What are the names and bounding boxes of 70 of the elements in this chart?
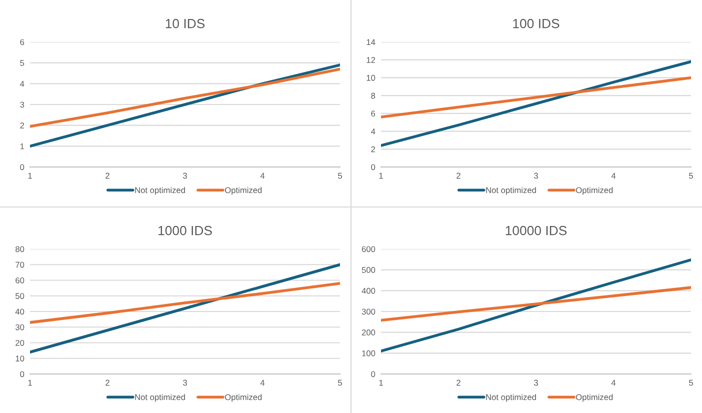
y-tick-label: 80 <box>16 246 24 252</box>
x-tick-label: 5 <box>338 380 342 386</box>
y-tick-label: 100 <box>362 350 376 356</box>
y-tick-label: 500 <box>362 267 376 273</box>
y-tick-label: 2 <box>371 146 376 152</box>
y-tick-label: 0 <box>371 164 376 170</box>
legend-label: Not optimized <box>135 394 185 402</box>
legend-label: Optimized <box>576 394 613 402</box>
legend-label: Not optimized <box>486 187 536 195</box>
line-series <box>30 68 340 128</box>
y-tick-label: 60 <box>16 277 24 284</box>
x-tick-label: 5 <box>338 172 342 179</box>
line-series <box>381 258 691 352</box>
y-tick-label: 0 <box>20 371 24 378</box>
x-tick-label: 2 <box>456 380 460 386</box>
x-tick-label: 4 <box>611 380 616 386</box>
x-tick-label: 2 <box>106 380 110 386</box>
x-tick-label: 2 <box>456 172 460 179</box>
chart-title: 1000 IDS <box>158 226 212 236</box>
x-tick-label: 5 <box>689 380 693 386</box>
x-tick-label: 1 <box>28 380 32 386</box>
y-tick-label: 0 <box>371 371 376 378</box>
line-series <box>381 286 691 322</box>
x-tick-label: 4 <box>611 172 616 179</box>
y-tick-label: 70 <box>16 262 24 268</box>
line-series <box>30 263 340 354</box>
x-tick-label: 3 <box>534 172 538 179</box>
legend-label: Optimized <box>225 187 262 195</box>
x-tick-label: 5 <box>689 172 693 179</box>
y-tick-label: 5 <box>20 60 24 66</box>
y-tick-label: 4 <box>371 128 376 134</box>
x-tick-label: 3 <box>534 380 538 386</box>
x-tick-label: 1 <box>379 172 383 179</box>
legend-label: Optimized <box>225 394 262 402</box>
x-tick-label: 4 <box>260 380 265 386</box>
y-tick-label: 600 <box>362 246 376 252</box>
y-tick-label: 4 <box>20 80 24 87</box>
legend-label: Optimized <box>576 187 613 195</box>
x-tick-label: 3 <box>183 172 187 179</box>
y-tick-label: 40 <box>15 308 24 315</box>
y-tick-label: 12 <box>366 57 376 63</box>
y-tick-label: 20 <box>16 340 24 346</box>
legend-label: Not optimized <box>486 394 536 402</box>
y-tick-label: 2 <box>20 122 24 128</box>
y-tick-label: 200 <box>362 330 376 336</box>
line-series <box>381 60 691 147</box>
y-tick-label: 400 <box>362 288 376 294</box>
line-series <box>381 76 691 118</box>
chart-title: 100 IDS <box>513 18 560 28</box>
y-tick-label: 6 <box>20 39 24 46</box>
x-tick-label: 4 <box>260 172 265 179</box>
line-series <box>30 282 340 324</box>
y-tick-label: 50 <box>16 293 24 299</box>
y-tick-label: 10 <box>366 74 376 81</box>
y-tick-label: 6 <box>371 110 376 117</box>
x-tick-label: 3 <box>183 380 187 386</box>
y-tick-label: 1 <box>20 143 24 150</box>
y-tick-label: 10 <box>16 356 24 362</box>
legend-label: Not optimized <box>135 187 185 195</box>
y-tick-label: 14 <box>366 39 376 46</box>
y-tick-label: 30 <box>15 324 24 330</box>
y-tick-label: 300 <box>362 308 376 315</box>
y-tick-label: 8 <box>371 92 376 99</box>
x-tick-label: 2 <box>106 172 110 179</box>
y-tick-label: 3 <box>20 102 24 108</box>
chart-title: 10000 IDS <box>506 226 567 236</box>
chart-title: 10 IDS <box>166 18 205 28</box>
y-tick-label: 0 <box>20 164 24 170</box>
x-tick-label: 1 <box>379 380 383 386</box>
x-tick-label: 1 <box>28 172 32 179</box>
